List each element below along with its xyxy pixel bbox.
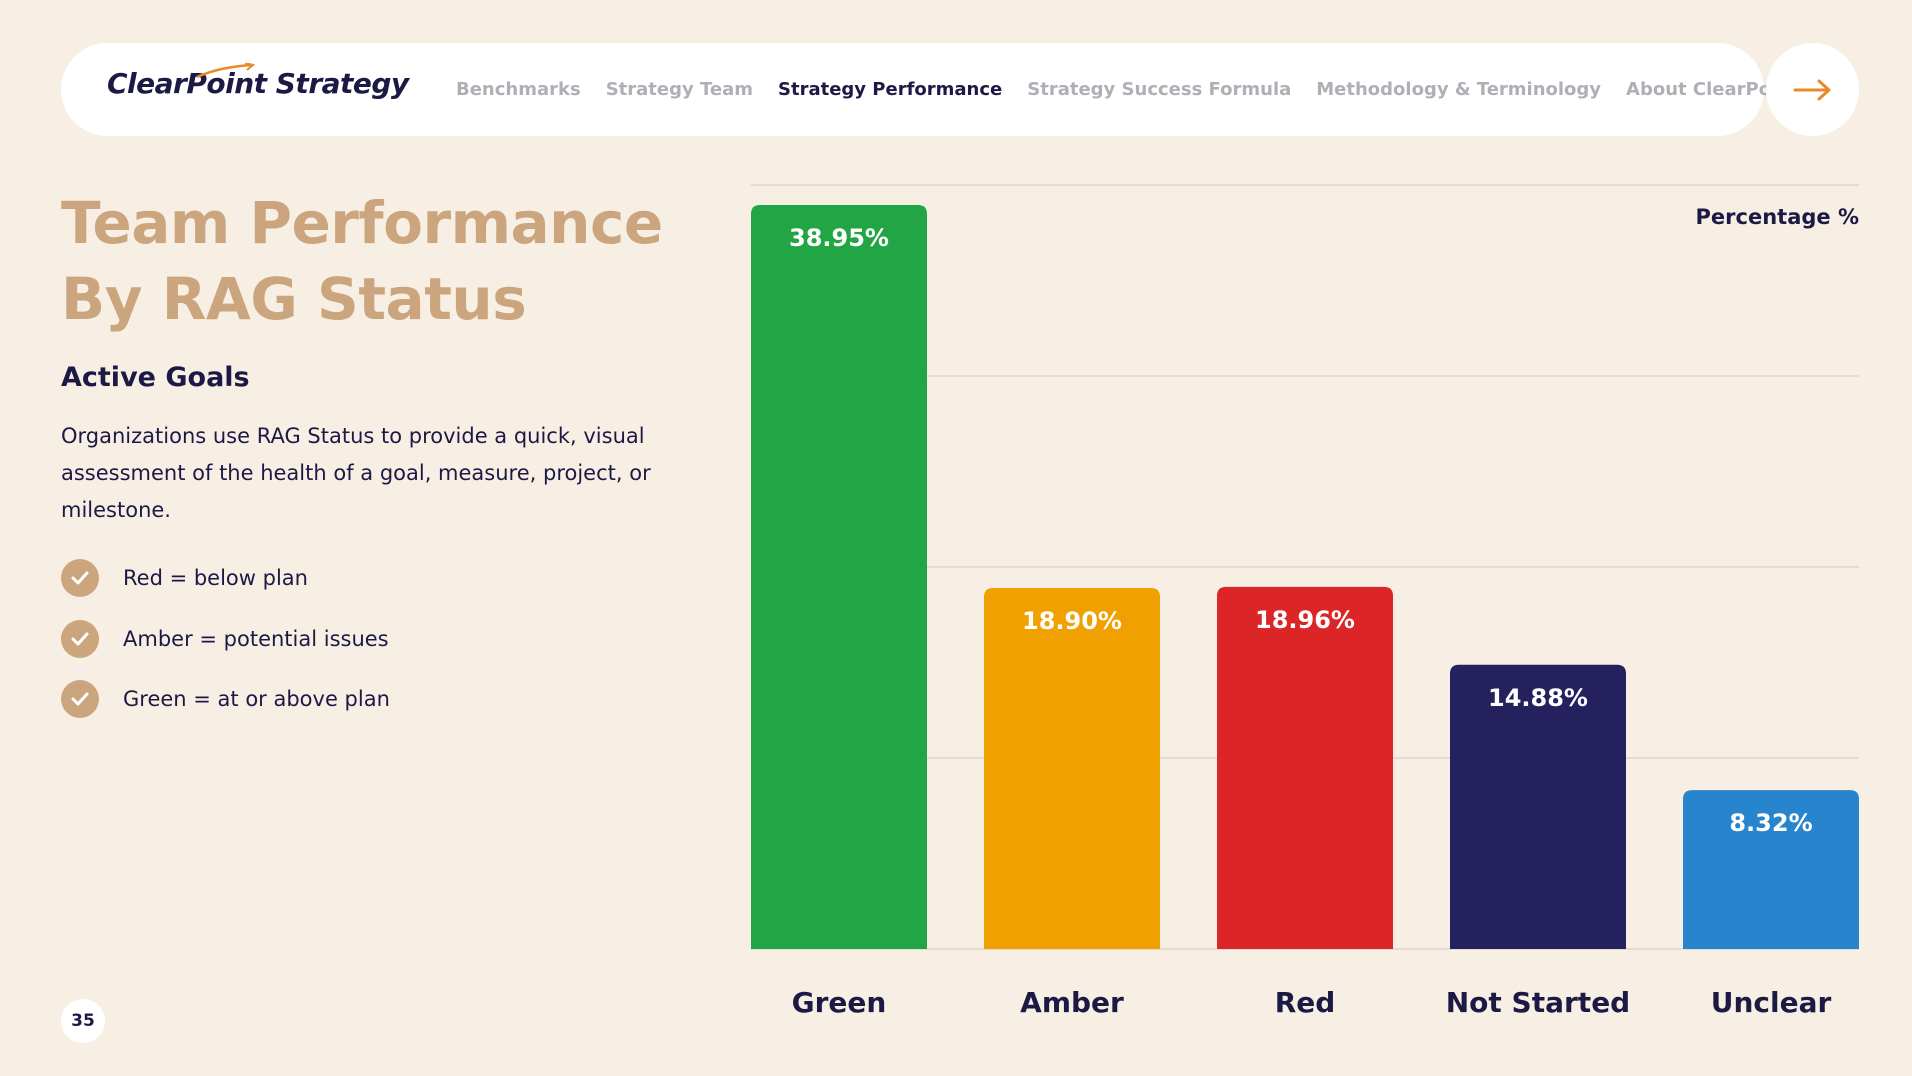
clearpoint-logo[interactable]: ClearPoint Strategy [107, 63, 409, 111]
bar-green [751, 205, 927, 949]
nav-link-benchmarks[interactable]: Benchmarks [456, 79, 581, 100]
bar-unclear [1683, 790, 1859, 949]
chart-bars: 38.95% Green 18.90% Amber 18.96% Red 14.88% Not… [751, 205, 1859, 1019]
legend-item-green: Green = at or above plan [61, 679, 390, 719]
legend-text: Red = below plan [123, 566, 308, 590]
bar-value-label: 14.88% [1488, 684, 1588, 712]
page-title-line1: Team Performance [61, 189, 663, 257]
check-icon [61, 619, 99, 658]
check-icon [61, 680, 99, 718]
legend-item-amber: Amber = potential issues [61, 619, 390, 659]
legend-text: Green = at or above plan [123, 687, 390, 711]
bar-value-label: 18.90% [1022, 607, 1122, 635]
bar-value-label: 18.96% [1255, 606, 1355, 634]
nav-link-strategy-team[interactable]: Strategy Team [605, 79, 753, 100]
category-label: Amber [1020, 986, 1124, 1019]
bar-red [1217, 586, 1393, 949]
page-title: Team Performance By RAG Status [61, 185, 663, 337]
bar-value-label: 38.95% [789, 224, 889, 252]
category-label: Unclear [1711, 986, 1832, 1019]
bar-value-label: 8.32% [1729, 809, 1812, 837]
top-nav: ClearPoint Strategy Benchmarks Strategy … [61, 43, 1799, 136]
description-text: Organizations use RAG Status to provide … [61, 424, 651, 522]
next-page-button[interactable] [1766, 43, 1859, 136]
logo-swoosh-icon [196, 63, 255, 79]
page-title-line2: By RAG Status [61, 265, 527, 333]
nav-link-strategy-performance[interactable]: Strategy Performance [778, 79, 1003, 100]
arrow-right-icon [1793, 79, 1830, 100]
nav-link-methodology-terminology[interactable]: Methodology & Terminology [1316, 79, 1602, 100]
logo-text: ClearPoint Strategy [107, 67, 409, 100]
nav-link-about-clearpoint[interactable]: About ClearPoint [1626, 79, 1799, 100]
page-number: 35 [61, 999, 105, 1043]
legend-text: Amber = potential issues [123, 626, 389, 651]
nav-links: Benchmarks Strategy Team Strategy Perfor… [456, 43, 1824, 136]
legend-item-red: Red = below plan [61, 558, 390, 598]
y-axis-label: Percentage % [1696, 205, 1859, 229]
category-label: Green [792, 986, 887, 1019]
category-label: Not Started [1446, 986, 1630, 1019]
category-label: Red [1275, 986, 1336, 1019]
rag-legend-list: Red = below plan Amber = potential issue… [61, 558, 390, 740]
check-icon [61, 559, 99, 597]
nav-link-strategy-success-formula[interactable]: Strategy Success Formula [1027, 79, 1292, 100]
bar-not-started [1450, 664, 1626, 949]
section-subtitle: Active Goals [61, 362, 250, 393]
bar-amber [984, 588, 1160, 949]
